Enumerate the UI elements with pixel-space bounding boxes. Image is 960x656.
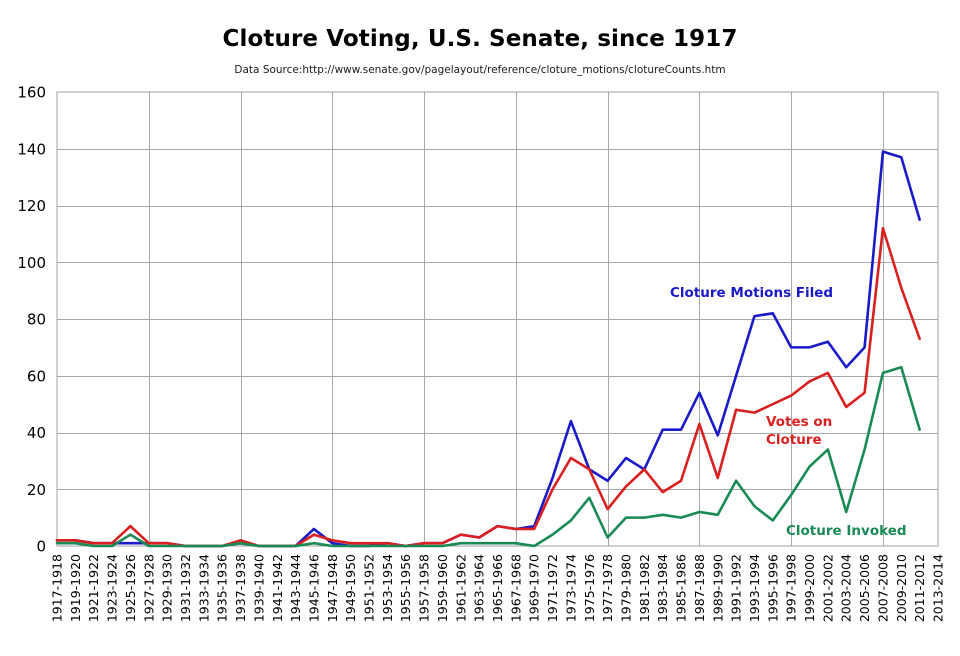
x-axis-tick-label: 1943-1944 (288, 554, 303, 622)
x-axis-tick-labels: 1917-1918 1919-1920 1921-1922 1923-1924 1925… (50, 554, 946, 622)
y-axis-tick-label: 20 (27, 481, 46, 499)
x-axis-tick-label: 1969-1970 (527, 554, 542, 622)
y-axis-tick-label: 0 (36, 538, 46, 556)
page-title: Cloture Voting, U.S. Senate, since 1917 (222, 26, 738, 52)
x-axis-tick-label: 1989-1990 (710, 554, 725, 622)
chart-subtitle-data-source: Data Source:http://www.senate.gov/pagela… (234, 64, 726, 76)
x-axis-tick-label: 1987-1988 (692, 554, 707, 622)
annotation-votes-on-cloture-line2: Cloture (766, 432, 822, 448)
x-axis-tick-label: 1961-1962 (453, 554, 468, 622)
x-axis-tick-label: 2003-2004 (839, 554, 854, 622)
y-axis-tick-label: 60 (27, 367, 46, 385)
y-axis-tick-label: 120 (17, 197, 46, 215)
x-axis-tick-label: 1929-1930 (160, 554, 175, 622)
x-axis-tick-label: 1979-1980 (618, 554, 633, 622)
x-axis-tick-label: 1953-1954 (380, 554, 395, 622)
annotation-votes-on-cloture-line1: Votes on (766, 414, 832, 430)
x-axis-tick-label: 2007-2008 (875, 554, 890, 622)
y-axis-tick-label: 160 (17, 84, 46, 102)
x-axis-tick-label: 1991-1992 (729, 554, 744, 622)
y-axis-tick-label: 140 (17, 140, 46, 158)
x-axis-tick-label: 1981-1982 (637, 554, 652, 622)
y-axis-tick-label: 40 (27, 424, 46, 442)
x-axis-tick-label: 1939-1940 (251, 554, 266, 622)
plot-area-frame (56, 91, 939, 547)
x-axis-tick-label: 2009-2010 (894, 554, 909, 622)
x-axis-tick-label: 1965-1966 (490, 554, 505, 622)
x-axis-tick-label: 2005-2006 (857, 554, 872, 622)
y-axis-tick-label: 80 (27, 311, 46, 329)
x-axis-tick-label: 1957-1958 (417, 554, 432, 622)
x-axis-tick-label: 1941-1942 (270, 554, 285, 622)
x-axis-tick-label: 2001-2002 (820, 554, 835, 622)
x-axis-tick-label: 1995-1996 (765, 554, 780, 622)
x-axis-tick-label: 1945-1946 (306, 554, 321, 622)
y-axis-tick-labels: 0 20 40 60 80 100 120 140 160 (17, 84, 46, 556)
x-axis-tick-label: 1959-1960 (435, 554, 450, 622)
x-axis-tick-label: 1999-2000 (802, 554, 817, 622)
x-axis-tick-label: 1993-1994 (747, 554, 762, 622)
data-series-group (55, 150, 921, 548)
series-line-cloture-motions-filed (55, 150, 921, 548)
x-axis-tick-label: 1923-1924 (105, 554, 120, 622)
x-axis-tick-label: 1917-1918 (50, 554, 65, 622)
x-axis-tick-label: 1975-1976 (582, 554, 597, 622)
x-axis-tick-label: 1925-1926 (123, 554, 138, 622)
x-axis-tick-label: 1955-1956 (398, 554, 413, 622)
y-axis-tick-label: 100 (17, 254, 46, 272)
x-axis-tick-label: 1997-1998 (784, 554, 799, 622)
x-axis-tick-label: 1951-1952 (362, 554, 377, 622)
x-axis-tick-label: 1921-1922 (86, 554, 101, 622)
x-axis-tick-label: 1967-1968 (508, 554, 523, 622)
gridlines-group (57, 92, 938, 546)
x-axis-tick-label: 1977-1978 (600, 554, 615, 622)
annotation-cloture-motions-filed: Cloture Motions Filed (670, 285, 833, 301)
x-axis-tick-label: 1937-1938 (233, 554, 248, 622)
x-axis-tick-label: 1949-1950 (343, 554, 358, 622)
x-axis-tick-label: 1971-1972 (545, 554, 560, 622)
x-axis-tick-label: 1947-1948 (325, 554, 340, 622)
x-axis-tick-label: 1927-1928 (141, 554, 156, 622)
x-axis-tick-label: 1983-1984 (655, 554, 670, 622)
x-axis-tick-label: 2011-2012 (912, 554, 927, 622)
x-axis-tick-label: 1919-1920 (68, 554, 83, 622)
x-axis-tick-label: 1933-1934 (196, 554, 211, 622)
x-axis-tick-label: 1931-1932 (178, 554, 193, 622)
annotation-cloture-invoked: Cloture Invoked (786, 523, 907, 539)
x-axis-tick-label: 1985-1986 (674, 554, 689, 622)
x-axis-tick-label: 1973-1974 (563, 554, 578, 622)
series-line-cloture-invoked (55, 365, 921, 548)
x-axis-tick-label: 2013-2014 (931, 554, 946, 622)
x-axis-tick-label: 1935-1936 (215, 554, 230, 622)
series-annotations-group: Cloture Motions Filed Votes on Cloture Clot… (670, 285, 907, 539)
x-axis-tick-label: 1963-1964 (472, 554, 487, 622)
